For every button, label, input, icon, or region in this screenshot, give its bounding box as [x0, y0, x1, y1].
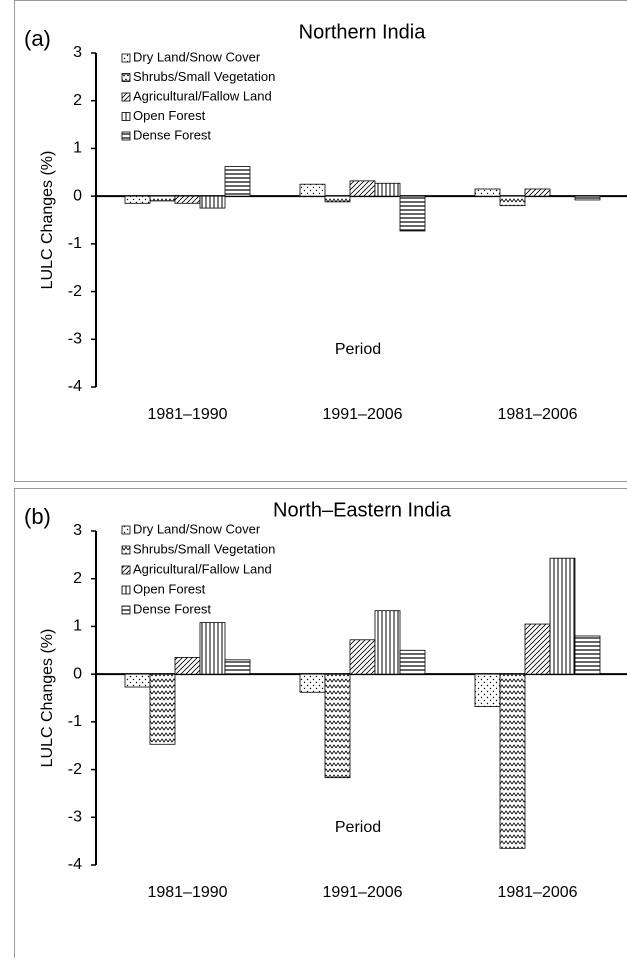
y-tick-label: -3 — [68, 331, 82, 348]
bar — [500, 196, 525, 206]
bar — [575, 196, 600, 200]
bar — [325, 196, 350, 202]
y-axis-label: LULC Changes (%) — [39, 629, 56, 768]
legend-swatch — [122, 93, 130, 101]
legend-swatch — [122, 132, 130, 140]
legend-swatch — [122, 74, 130, 82]
legend-swatch — [122, 566, 130, 574]
y-tick-label: -2 — [68, 283, 82, 300]
legend-swatch — [122, 526, 130, 534]
panel-label: (b) — [24, 504, 51, 529]
bar — [325, 674, 350, 778]
legend-swatch — [122, 606, 130, 614]
x-axis-label: Period — [335, 341, 381, 358]
legend-label: Dry Land/Snow Cover — [133, 521, 261, 536]
x-tick-label: 1981–1990 — [147, 884, 227, 901]
y-tick-label: 3 — [73, 44, 82, 61]
y-tick-label: -1 — [68, 235, 82, 252]
bar — [150, 674, 175, 744]
chart-title: North–Eastern India — [273, 499, 452, 521]
bar — [300, 674, 325, 692]
x-tick-label: 1991–2006 — [322, 406, 402, 423]
bar — [525, 189, 550, 196]
bar — [175, 196, 200, 203]
x-tick-label: 1981–2006 — [497, 406, 577, 423]
x-tick-label: 1981–1990 — [147, 406, 227, 423]
bar — [550, 558, 575, 674]
legend-swatch — [122, 113, 130, 121]
y-tick-label: 3 — [73, 522, 82, 539]
bar — [350, 181, 375, 196]
y-tick-label: 1 — [73, 618, 82, 635]
y-tick-label: 2 — [73, 570, 82, 587]
bar — [475, 674, 500, 706]
legend-label: Dense Forest — [133, 601, 211, 616]
legend-label: Dense Forest — [133, 127, 211, 142]
bar — [400, 196, 425, 231]
legend-label: Shrubs/Small Vegetation — [133, 541, 275, 556]
y-tick-label: -4 — [68, 378, 82, 395]
x-tick-label: 1981–2006 — [497, 884, 577, 901]
y-tick-label: -4 — [68, 856, 82, 873]
bar — [125, 196, 150, 203]
bar — [400, 650, 425, 674]
bar — [375, 183, 400, 196]
y-tick-label: -1 — [68, 713, 82, 730]
legend-label: Open Forest — [133, 108, 206, 123]
y-tick-label: 0 — [73, 665, 82, 682]
y-tick-label: -2 — [68, 761, 82, 778]
chart-title: Northern India — [299, 21, 427, 43]
legend-label: Dry Land/Snow Cover — [133, 49, 261, 64]
x-axis-label: Period — [335, 819, 381, 836]
bar — [225, 167, 250, 197]
bar — [375, 611, 400, 674]
bar — [175, 657, 200, 674]
legend-label: Shrubs/Small Vegetation — [133, 69, 275, 84]
legend-swatch — [122, 586, 130, 594]
legend-swatch — [122, 54, 130, 62]
legend-swatch — [122, 546, 130, 554]
bar — [500, 674, 525, 848]
legend-label: Agricultural/Fallow Land — [133, 88, 272, 103]
bar — [200, 623, 225, 675]
bar — [125, 674, 150, 687]
panel-label: (a) — [24, 26, 51, 51]
legend-label: Agricultural/Fallow Land — [133, 561, 272, 576]
x-tick-label: 1991–2006 — [322, 884, 402, 901]
bar — [300, 184, 325, 196]
y-axis-label: LULC Changes (%) — [39, 151, 56, 290]
bar — [475, 189, 500, 196]
bar — [525, 624, 550, 674]
y-tick-label: 2 — [73, 92, 82, 109]
bar — [575, 636, 600, 674]
legend-label: Open Forest — [133, 581, 206, 596]
bar — [225, 660, 250, 674]
bar — [200, 196, 225, 208]
y-tick-label: 0 — [73, 187, 82, 204]
bar — [150, 196, 175, 201]
bar — [350, 640, 375, 674]
y-tick-label: -3 — [68, 809, 82, 826]
y-tick-label: 1 — [73, 140, 82, 157]
